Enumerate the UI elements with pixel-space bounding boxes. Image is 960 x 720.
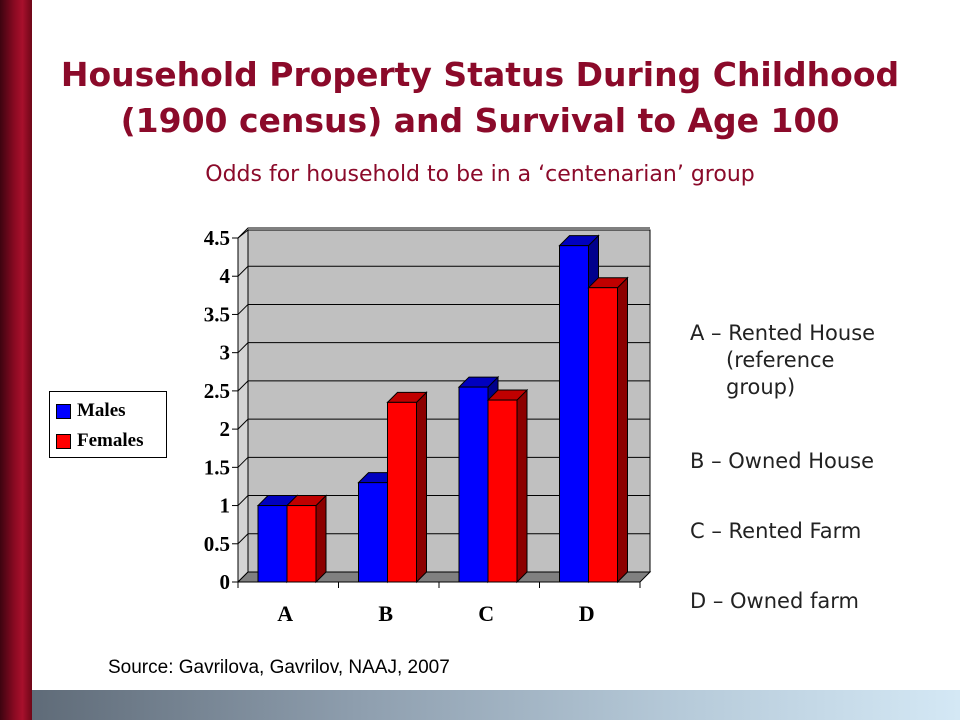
bar-males-a [257, 505, 288, 583]
gridline [237, 342, 650, 354]
chart-legend: Males Females [49, 391, 167, 458]
note-a-line-2: (reference [726, 348, 835, 372]
bar-females-b [387, 401, 417, 583]
bar-females-a-side [315, 494, 327, 584]
bar-males-b [358, 482, 388, 583]
legend-item-males: Males [56, 400, 126, 422]
x-tick-label: B [378, 601, 393, 626]
bar-females-c-side [516, 388, 528, 584]
note-a-line-3: group) [726, 375, 796, 399]
y-tick-label: 4.5 [204, 226, 230, 250]
y-tick-label: 1 [220, 494, 231, 518]
y-tick-label: 2 [220, 417, 231, 441]
x-tick-label: C [478, 601, 494, 626]
bar-females-d-side [617, 276, 628, 584]
y-tick-label: 0.5 [204, 532, 230, 556]
legend-label-females: Females [77, 430, 144, 451]
x-tick-label: A [277, 601, 293, 626]
y-tick-label: 3.5 [204, 302, 230, 326]
note-b: B – Owned House [690, 449, 875, 473]
y-tick-label: 1.5 [204, 455, 230, 479]
legend-swatch-females [56, 433, 71, 449]
gridline [237, 265, 650, 277]
note-a-line-1: A – Rented House [690, 321, 876, 345]
source-citation: Source: Gavrilova, Gavrilov, NAAJ, 2007 [108, 657, 450, 678]
legend-label-males: Males [77, 400, 126, 421]
bar-males-d [559, 245, 589, 583]
note-c: C – Rented Farm [690, 519, 862, 543]
bottom-accent-bar [32, 690, 960, 720]
y-tick-label: 4 [220, 264, 231, 288]
slide-title: Household Property Status During Childho… [40, 52, 920, 144]
note-a: A – Rented House (reference group) [690, 320, 950, 401]
chart-subtitle: Odds for household to be in a ‘centenari… [205, 162, 755, 187]
bar-females-a [286, 505, 317, 583]
legend-swatch-males [56, 403, 71, 419]
bar-females-b-side [416, 391, 427, 584]
legend-item-females: Females [56, 430, 143, 452]
x-tick-label: D [579, 601, 595, 626]
gridline [237, 303, 650, 315]
gridline [237, 227, 650, 239]
y-tick-label: 2.5 [204, 379, 230, 403]
bar-females-d [588, 287, 618, 583]
plot-side-wall [237, 228, 249, 584]
slide-title-line-1: Household Property Status During Childho… [60, 55, 900, 94]
note-d: D – Owned farm [690, 589, 859, 613]
slide-title-line-2: (1900 census) and Survival to Age 100 [120, 101, 840, 140]
y-tick-label: 0 [220, 570, 231, 594]
y-tick-label: 3 [220, 341, 231, 365]
bar-males-c [458, 386, 489, 583]
gridline [237, 380, 650, 392]
bar-females-c [487, 399, 518, 583]
left-accent-bar [0, 0, 32, 720]
